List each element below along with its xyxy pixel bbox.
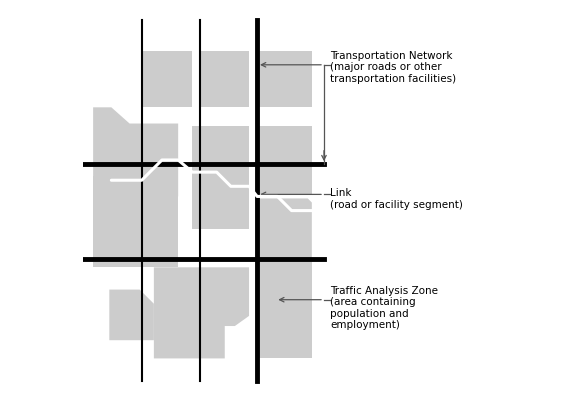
Polygon shape [200, 51, 249, 107]
Polygon shape [109, 290, 154, 340]
Text: Traffic Analysis Zone
(area containing
population and
employment): Traffic Analysis Zone (area containing p… [330, 286, 438, 330]
Polygon shape [257, 126, 312, 194]
Polygon shape [154, 267, 249, 358]
Polygon shape [142, 51, 192, 107]
Polygon shape [257, 259, 312, 358]
Polygon shape [192, 126, 249, 229]
Text: Transportation Network
(major roads or other
transportation facilities): Transportation Network (major roads or o… [330, 51, 456, 84]
Polygon shape [257, 51, 312, 107]
Text: Link
(road or facility segment): Link (road or facility segment) [330, 188, 463, 210]
Polygon shape [93, 107, 178, 196]
Polygon shape [257, 198, 312, 259]
Polygon shape [93, 176, 178, 267]
